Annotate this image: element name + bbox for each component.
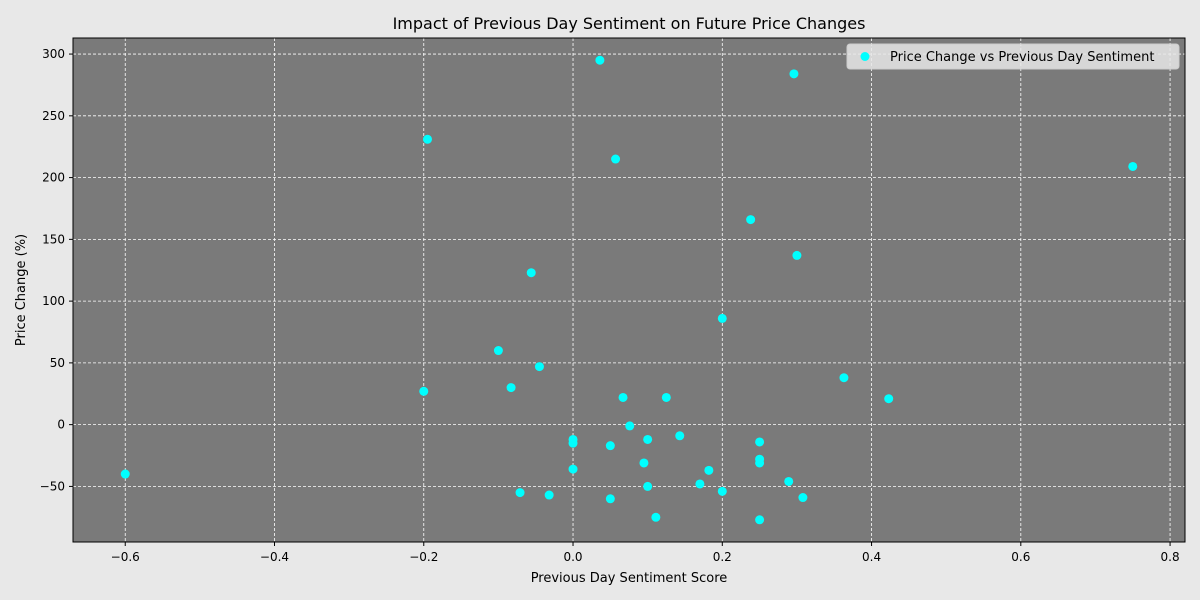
data-point (526, 268, 536, 278)
data-point (661, 392, 671, 402)
y-tick-label: 250 (42, 109, 65, 123)
data-point (639, 458, 649, 468)
data-point (755, 458, 765, 468)
data-point (506, 383, 516, 393)
legend-box (846, 43, 1180, 70)
data-point (651, 512, 661, 522)
data-point (568, 438, 578, 448)
y-tick-label: −50 (40, 479, 65, 493)
data-point (884, 394, 894, 404)
y-tick-label: 0 (57, 418, 65, 432)
x-tick-label: −0.4 (260, 550, 289, 564)
legend: Price Change vs Previous Day Sentiment (846, 43, 1180, 70)
legend-marker (860, 52, 870, 61)
data-point (611, 154, 621, 164)
data-point (595, 55, 605, 65)
x-axis-ticks: −0.6 −0.4 −0.2 0.0 0.2 0.4 0.6 0.8 (111, 542, 1180, 564)
data-point (717, 313, 727, 323)
x-tick-label: −0.6 (111, 550, 140, 564)
data-point (643, 434, 653, 444)
data-point (755, 437, 765, 447)
data-point (798, 493, 808, 503)
y-axis-ticks: −50 0 50 100 150 200 250 300 (40, 47, 73, 493)
data-point (422, 134, 432, 144)
data-point (493, 346, 503, 356)
x-tick-label: 0.2 (713, 550, 732, 564)
x-tick-label: 0.6 (1011, 550, 1030, 564)
data-point (643, 481, 653, 491)
data-point (419, 386, 429, 396)
data-point (515, 488, 525, 498)
plot-area (73, 38, 1185, 542)
data-point (544, 490, 554, 500)
data-point (755, 515, 765, 525)
y-tick-label: 100 (42, 294, 65, 308)
data-point (789, 69, 799, 79)
y-tick-label: 50 (50, 356, 65, 370)
chart-title: Impact of Previous Day Sentiment on Futu… (393, 14, 866, 33)
x-tick-label: 0.0 (563, 550, 582, 564)
plot-frame (72, 37, 1186, 543)
data-point (784, 476, 794, 486)
y-tick-label: 150 (42, 232, 65, 246)
data-point (605, 441, 615, 451)
y-axis-label: Price Change (%) (14, 234, 29, 346)
data-points (120, 55, 1138, 525)
data-point (618, 392, 628, 402)
x-tick-label: 0.8 (1161, 550, 1180, 564)
data-point (625, 421, 635, 431)
x-axis-label: Previous Day Sentiment Score (531, 571, 728, 586)
data-point (675, 431, 685, 441)
data-point (120, 469, 130, 479)
data-point (746, 215, 756, 225)
data-point (839, 373, 849, 383)
data-point (605, 494, 615, 504)
y-tick-label: 300 (42, 47, 65, 61)
y-tick-label: 200 (42, 171, 65, 185)
data-point (792, 250, 802, 260)
data-point (568, 464, 578, 474)
data-point (717, 486, 727, 496)
data-point (534, 362, 544, 372)
data-point (695, 479, 705, 489)
data-point (1128, 161, 1138, 171)
x-tick-label: 0.4 (862, 550, 881, 564)
data-point (704, 465, 714, 475)
x-tick-label: −0.2 (409, 550, 438, 564)
legend-label: Price Change vs Previous Day Sentiment (890, 50, 1154, 65)
